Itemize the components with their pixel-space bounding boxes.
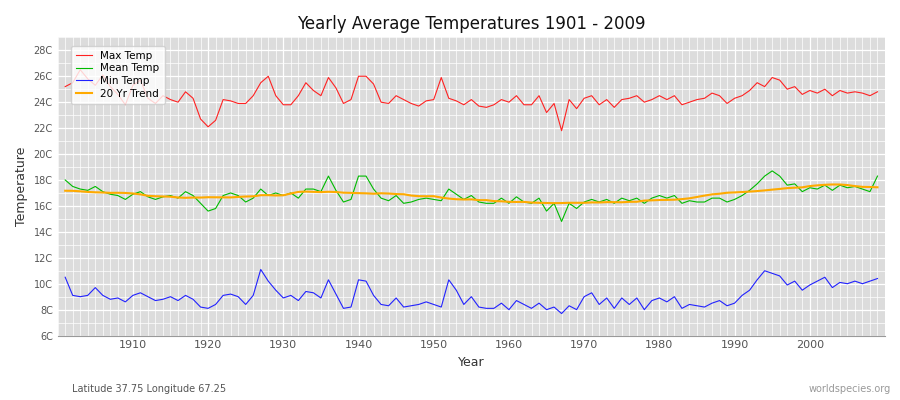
Text: Latitude 37.75 Longitude 67.25: Latitude 37.75 Longitude 67.25	[72, 384, 226, 394]
Line: Mean Temp: Mean Temp	[65, 171, 878, 222]
Mean Temp	[285, 190, 296, 195]
Min Temp	[503, 307, 514, 312]
Mean Temp	[556, 219, 567, 224]
Max Temp	[338, 101, 349, 106]
Text: worldspecies.org: worldspecies.org	[809, 384, 891, 394]
Max Temp	[556, 128, 567, 133]
X-axis label: Year: Year	[458, 356, 484, 369]
20 Yr Trend	[59, 188, 70, 193]
Line: 20 Yr Trend: 20 Yr Trend	[65, 184, 878, 203]
Mean Temp	[59, 178, 70, 182]
Max Temp	[75, 67, 86, 72]
Min Temp	[872, 276, 883, 281]
Mean Temp	[601, 197, 612, 202]
Max Temp	[292, 93, 303, 98]
20 Yr Trend	[496, 199, 507, 204]
Y-axis label: Temperature: Temperature	[15, 147, 28, 226]
20 Yr Trend	[285, 191, 296, 196]
Max Temp	[608, 105, 619, 110]
Max Temp	[511, 93, 522, 98]
Min Temp	[511, 298, 522, 303]
Mean Temp	[503, 201, 514, 206]
Min Temp	[120, 300, 130, 304]
Line: Min Temp: Min Temp	[65, 270, 878, 314]
Mean Temp	[120, 197, 130, 202]
Min Temp	[338, 306, 349, 311]
20 Yr Trend	[120, 190, 130, 195]
Min Temp	[256, 267, 266, 272]
Title: Yearly Average Temperatures 1901 - 2009: Yearly Average Temperatures 1901 - 2009	[297, 15, 645, 33]
Min Temp	[59, 275, 70, 280]
Min Temp	[292, 298, 303, 303]
Max Temp	[503, 100, 514, 104]
Mean Temp	[330, 188, 341, 193]
Max Temp	[872, 89, 883, 94]
20 Yr Trend	[827, 182, 838, 187]
Mean Temp	[767, 168, 778, 173]
Legend: Max Temp, Mean Temp, Min Temp, 20 Yr Trend: Max Temp, Mean Temp, Min Temp, 20 Yr Tre…	[71, 46, 165, 104]
Min Temp	[608, 306, 619, 311]
Max Temp	[128, 83, 139, 88]
20 Yr Trend	[601, 200, 612, 204]
20 Yr Trend	[872, 185, 883, 190]
Min Temp	[556, 311, 567, 316]
Max Temp	[59, 84, 70, 89]
20 Yr Trend	[503, 200, 514, 204]
Line: Max Temp: Max Temp	[65, 70, 878, 131]
Mean Temp	[496, 196, 507, 200]
20 Yr Trend	[330, 190, 341, 194]
20 Yr Trend	[549, 201, 560, 206]
Mean Temp	[872, 174, 883, 178]
